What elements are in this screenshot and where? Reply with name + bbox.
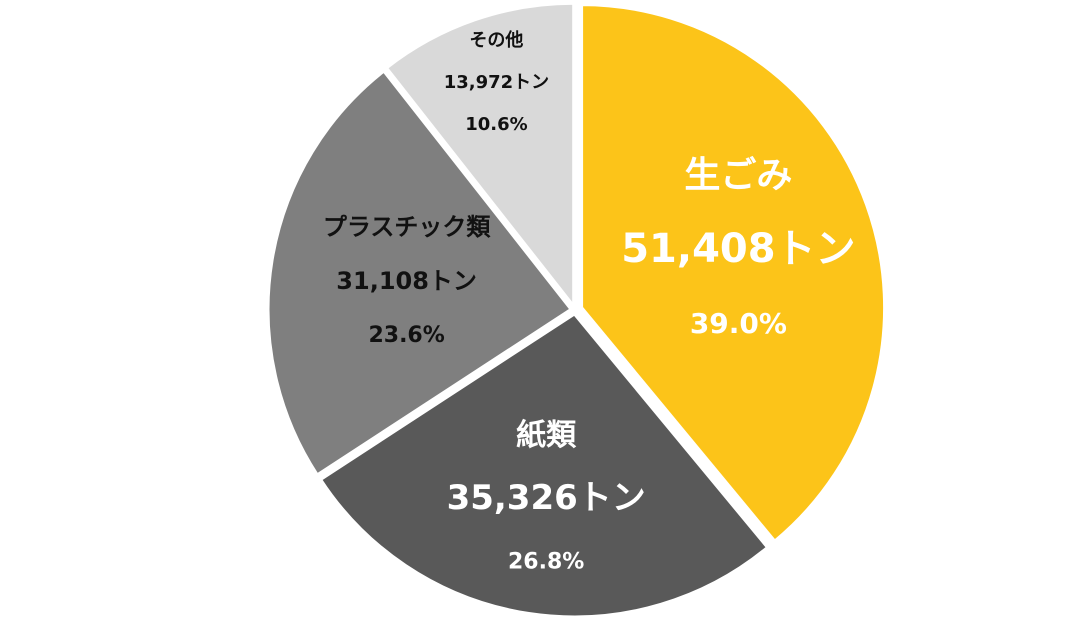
slice-name-label: 生ごみ xyxy=(684,155,792,196)
slice-name-label: 紙類 xyxy=(516,418,577,453)
slice-percent-label: 26.8% xyxy=(508,550,584,575)
pie-slice xyxy=(266,68,574,477)
pie-slices xyxy=(266,1,887,619)
slice-percent-label: 39.0% xyxy=(690,307,787,340)
slice-amount-label: 31,108トン xyxy=(336,267,477,295)
slice-name-label: プラスチック類 xyxy=(323,213,492,241)
pie-labels: 生ごみ 51,408トン 39.0% 紙類 35,326トン 26.8% プラスチック類 31… xyxy=(323,29,856,575)
pie-slice xyxy=(318,311,770,619)
slice-amount-label: 51,408トン xyxy=(621,226,855,272)
slice-amount-label: 35,326トン xyxy=(447,478,646,518)
slice-amount-label: 13,972トン xyxy=(444,72,549,93)
slice-percent-label: 10.6% xyxy=(465,114,527,135)
slice-percent-label: 23.6% xyxy=(368,323,444,348)
pie-slice xyxy=(384,1,576,311)
pie-slice xyxy=(580,3,887,544)
slice-name-label: その他 xyxy=(469,29,523,51)
